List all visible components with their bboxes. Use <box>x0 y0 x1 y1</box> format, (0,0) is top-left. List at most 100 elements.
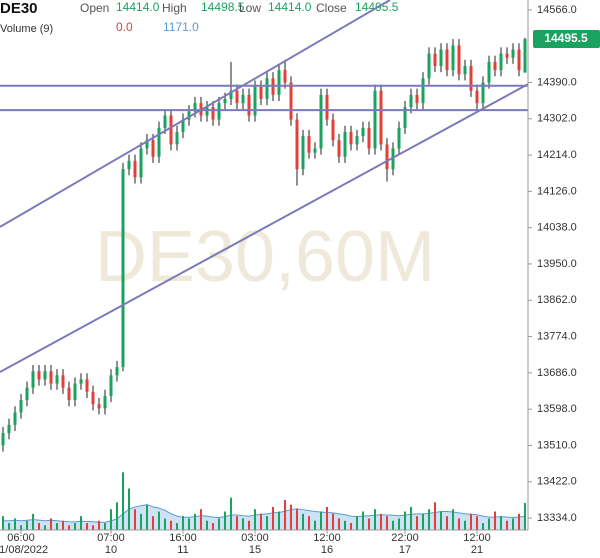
candle-body <box>289 82 293 120</box>
candle-body <box>187 111 191 120</box>
volume-bar <box>146 504 148 530</box>
candle-body <box>301 136 305 170</box>
candle-body <box>229 90 233 99</box>
volume-bar <box>206 520 208 530</box>
volume-bar <box>242 518 244 530</box>
volume-bar <box>176 523 178 530</box>
volume-bar <box>230 497 232 530</box>
volume-bar <box>392 520 394 530</box>
volume-bar <box>20 525 22 530</box>
candle-body <box>343 131 347 157</box>
candle-body <box>505 53 509 58</box>
volume-bar <box>260 513 262 530</box>
x-tick-time: 12:00 <box>313 532 341 544</box>
candle-body <box>169 115 173 145</box>
candle-body <box>217 103 221 120</box>
x-tick-date: 11/08/2022 <box>0 544 48 556</box>
candle-body <box>439 49 443 66</box>
volume-bar <box>32 513 34 530</box>
volume-bar <box>236 516 238 530</box>
volume-bar <box>500 516 502 530</box>
candle-body <box>355 136 359 145</box>
candle-body <box>97 404 101 409</box>
candle-body <box>19 400 23 413</box>
candle-body <box>121 169 125 368</box>
candle-body <box>331 119 335 141</box>
x-tick-date: 11 <box>177 544 188 556</box>
y-tick-label: 14038.0 <box>537 222 577 234</box>
candle-body <box>475 90 479 104</box>
header-label: Low <box>239 1 261 15</box>
candle-body <box>31 371 35 388</box>
volume-bar <box>26 520 28 530</box>
x-tick-date: 10 <box>105 544 117 556</box>
candle-body <box>283 70 287 83</box>
candle-body <box>511 49 515 58</box>
candle-body <box>307 136 311 153</box>
volume-bar <box>464 520 466 530</box>
volume-bar <box>38 523 40 530</box>
volume-bar <box>50 518 52 530</box>
volume-bar <box>170 520 172 530</box>
y-tick-label: 13950.0 <box>537 258 577 270</box>
candle-body <box>385 144 389 170</box>
y-tick-label: 13774.0 <box>537 330 577 342</box>
volume-bar <box>350 523 352 530</box>
y-tick-label: 13862.0 <box>537 294 577 306</box>
volume-value: 1171.0 <box>163 20 199 34</box>
volume-bar <box>398 518 400 530</box>
candle-body <box>67 387 71 401</box>
candle-body <box>127 160 131 170</box>
volume-bar <box>374 509 376 530</box>
volume-bar <box>74 523 76 530</box>
volume-bar <box>194 513 196 530</box>
volume-bar <box>386 516 388 530</box>
candle-body <box>151 140 155 157</box>
y-tick-label: 14302.0 <box>537 113 577 125</box>
candle-body <box>25 387 29 401</box>
volume-bar <box>494 511 496 530</box>
candle-body <box>163 115 167 128</box>
volume-bar <box>320 511 322 530</box>
volume-bar <box>56 523 58 530</box>
volume-bar <box>200 509 202 530</box>
volume-bar <box>134 509 136 530</box>
candle-body <box>7 424 11 434</box>
y-tick-label: 13334.0 <box>537 512 577 524</box>
candle-body <box>433 53 437 66</box>
volume-bar <box>290 504 292 530</box>
candle-body <box>463 65 467 75</box>
trend-line <box>0 0 391 228</box>
candle-body <box>319 94 323 149</box>
candle-body <box>277 70 281 95</box>
y-tick-label: 13422.0 <box>537 476 577 488</box>
volume-bar <box>164 518 166 530</box>
candle-body <box>481 82 485 104</box>
volume-label: Volume (9) <box>0 23 53 35</box>
candle-body <box>61 375 65 388</box>
candle-body <box>349 131 353 145</box>
candle-body <box>427 53 431 79</box>
volume-bar <box>524 502 526 530</box>
volume-bar <box>182 516 184 530</box>
volume-bar <box>422 513 424 530</box>
candle-body <box>79 379 83 384</box>
volume-bar <box>404 511 406 530</box>
candle-body <box>85 379 89 392</box>
volume-bar <box>308 516 310 530</box>
candle-body <box>235 90 239 104</box>
candle-body <box>103 395 107 409</box>
candle-body <box>493 61 497 71</box>
volume-bar <box>362 511 364 530</box>
y-tick-label: 14214.0 <box>537 149 577 161</box>
candle-body <box>91 391 95 405</box>
axis-panel <box>528 0 600 558</box>
candle-body <box>517 49 521 71</box>
candle-body <box>139 148 143 178</box>
candle-body <box>451 45 455 71</box>
x-tick-time: 22:00 <box>391 532 419 544</box>
volume-value: 0.0 <box>116 20 133 34</box>
candle-body <box>49 371 53 384</box>
x-tick-time: 06:00 <box>7 532 35 544</box>
candle-body <box>415 94 419 104</box>
